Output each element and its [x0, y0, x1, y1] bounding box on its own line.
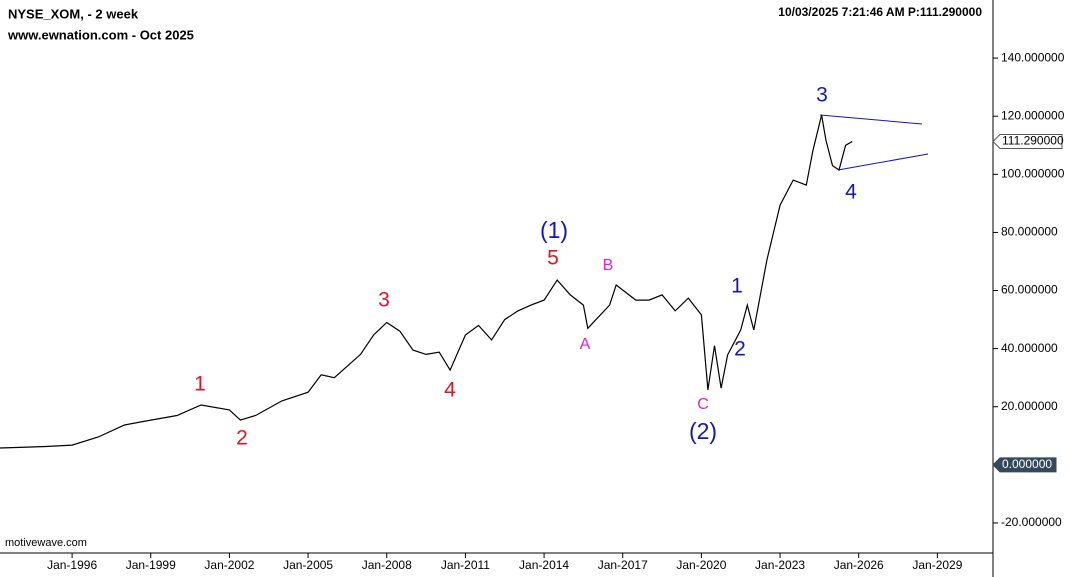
- zero-tag-box: [992, 457, 1057, 473]
- x-tick-label: Jan-2020: [676, 558, 726, 572]
- y-tick-label: 100.000000: [1001, 166, 1065, 180]
- zero-tag-label: 0.000000: [1002, 457, 1052, 471]
- x-tick-label: Jan-2008: [362, 558, 412, 572]
- x-tick-label: Jan-2023: [755, 558, 805, 572]
- wave-label: 4: [845, 181, 857, 204]
- y-tick-label: 140.000000: [1001, 50, 1065, 64]
- y-tick-label: 120.000000: [1001, 108, 1065, 122]
- wave-label: 2: [236, 427, 248, 450]
- wave-label: 5: [547, 247, 559, 270]
- x-tick-label: Jan-2005: [283, 558, 333, 572]
- wave-label: B: [603, 257, 614, 274]
- chart-subtitle: www.ewnation.com - Oct 2025: [7, 27, 194, 42]
- x-tick-label: Jan-2014: [519, 558, 569, 572]
- wave-label: 1: [194, 373, 206, 396]
- y-tick-label: 80.000000: [1001, 225, 1058, 239]
- price-tag-label: 111.290000: [1002, 134, 1064, 148]
- x-tick-label: Jan-2017: [598, 558, 648, 572]
- y-tick-label: -20.000000: [1001, 515, 1062, 529]
- wave-label: 3: [378, 289, 390, 312]
- x-tick-label: Jan-2002: [204, 558, 254, 572]
- y-tick-label: 60.000000: [1001, 283, 1058, 297]
- x-tick-label: Jan-1996: [47, 558, 97, 572]
- y-tick-label: 20.000000: [1001, 399, 1058, 413]
- y-tick-label: 40.000000: [1001, 341, 1058, 355]
- x-tick-label: Jan-2029: [912, 558, 962, 572]
- x-tick-label: Jan-2011: [441, 558, 490, 572]
- wave-label: (2): [689, 418, 717, 444]
- x-tick-label: Jan-1999: [126, 558, 176, 572]
- x-tick-label: Jan-2026: [834, 558, 884, 572]
- price-tag-box: [992, 134, 1063, 150]
- price-line: [0, 114, 853, 449]
- trendline: [837, 153, 929, 171]
- wave-label: C: [697, 396, 709, 413]
- wave-label: A: [580, 336, 591, 353]
- watermark: motivewave.com: [5, 537, 87, 549]
- trendline: [819, 114, 923, 125]
- chart-title: NYSE_XOM, - 2 week: [8, 6, 139, 21]
- info: 10/03/2025 7:21:46 AM P:111.290000: [778, 5, 982, 19]
- wave-label: 3: [816, 84, 828, 107]
- wave-label: 4: [444, 379, 456, 402]
- wave-label: 2: [734, 338, 746, 361]
- wave-label: 1: [731, 275, 743, 298]
- wave-label: (1): [540, 217, 568, 243]
